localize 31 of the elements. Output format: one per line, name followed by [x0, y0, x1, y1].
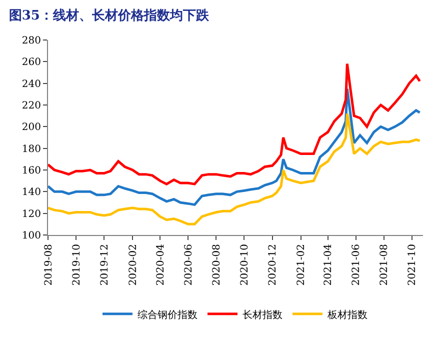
x-tick-label: 2021-06 [351, 244, 362, 286]
y-tick-label: 160 [22, 166, 41, 176]
x-tick-label: 2019-12 [99, 244, 110, 286]
chart-title: 图35：线材、长材价格指数均下跌 [8, 8, 210, 24]
y-tick-label: 280 [22, 36, 41, 46]
y-tick-label: 260 [22, 57, 41, 68]
y-tick-label: 200 [22, 122, 41, 134]
x-tick-label: 2019-08 [43, 244, 54, 286]
x-tick-label: 2021-04 [323, 244, 334, 286]
y-tick-label: 100 [22, 230, 41, 242]
x-tick-label: 2021-08 [379, 244, 390, 286]
y-tick-label: 140 [22, 187, 41, 198]
legend-label: 板材指数 [326, 308, 368, 321]
x-tick-label: 2020-12 [268, 244, 279, 286]
x-tick-label: 2021-02 [296, 244, 308, 286]
x-tick-label: 2019-10 [71, 244, 82, 286]
x-tick-label: 2021-10 [407, 244, 418, 286]
line-series [48, 112, 422, 226]
line-series [48, 62, 422, 186]
y-tick-label: 240 [22, 78, 41, 90]
x-tick-label: 2020-10 [239, 244, 250, 286]
legend-label: 综合钢价指数 [138, 308, 198, 321]
y-tick-label: 220 [22, 100, 41, 112]
line-series [48, 88, 422, 206]
x-tick-label: 2020-08 [211, 244, 222, 286]
y-tick-label: 120 [22, 208, 41, 220]
y-tick-label: 180 [22, 144, 41, 155]
x-tick-label: 2020-06 [183, 244, 194, 286]
x-tick-label: 2020-04 [155, 244, 166, 286]
x-tick-label: 2020-02 [128, 244, 139, 286]
legend-label: 长材指数 [242, 308, 282, 321]
